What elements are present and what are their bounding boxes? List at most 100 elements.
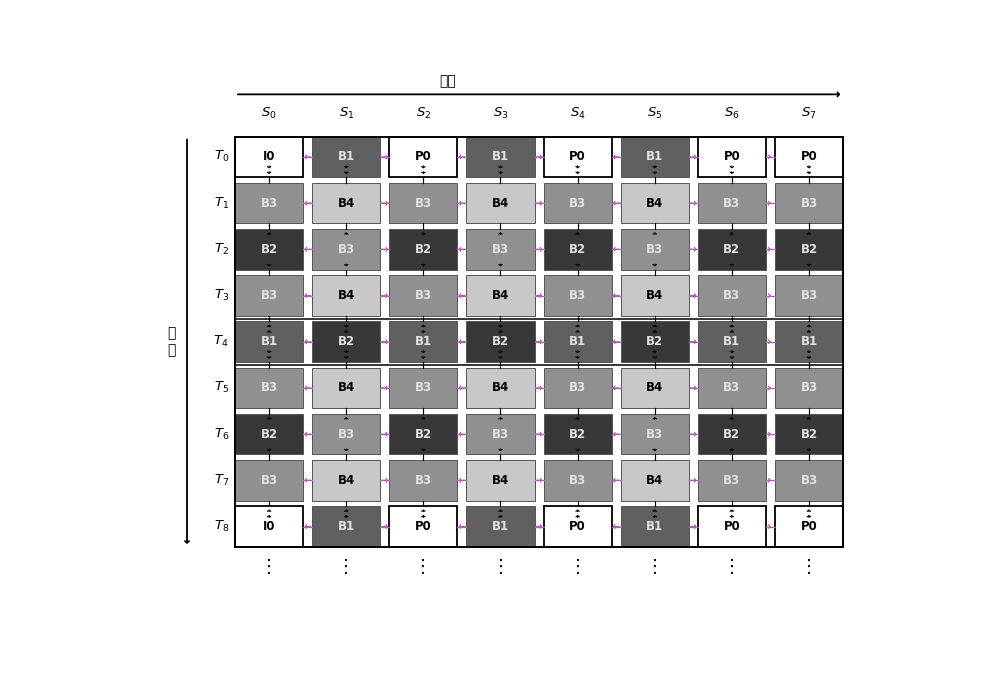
Bar: [621, 368, 689, 408]
Text: P0: P0: [415, 520, 432, 533]
Bar: [235, 460, 303, 500]
Text: B1: B1: [492, 150, 509, 164]
Text: B2: B2: [723, 243, 740, 256]
Bar: [466, 414, 535, 454]
Text: $S_{1}$: $S_{1}$: [339, 106, 354, 121]
Bar: [698, 368, 766, 408]
Text: $T_{2}$: $T_{2}$: [214, 241, 229, 257]
Bar: [312, 414, 380, 454]
Bar: [466, 229, 535, 270]
Text: B1: B1: [569, 335, 586, 348]
Bar: [312, 460, 380, 500]
Text: ⋮: ⋮: [800, 558, 818, 576]
Text: B1: B1: [800, 335, 818, 348]
Text: B3: B3: [569, 289, 586, 302]
Text: B3: B3: [569, 382, 586, 395]
Bar: [621, 183, 689, 224]
Bar: [698, 414, 766, 454]
Bar: [698, 183, 766, 224]
Text: B1: B1: [338, 520, 355, 533]
Bar: [389, 229, 457, 270]
Bar: [312, 229, 380, 270]
Text: $S_{4}$: $S_{4}$: [570, 106, 585, 121]
Text: B3: B3: [338, 428, 355, 441]
Bar: [235, 137, 843, 546]
Text: B2: B2: [723, 428, 740, 441]
Text: B3: B3: [800, 382, 818, 395]
Bar: [466, 460, 535, 500]
Text: P0: P0: [415, 150, 432, 164]
Text: $T_{1}$: $T_{1}$: [214, 195, 229, 210]
Text: B1: B1: [261, 335, 278, 348]
Bar: [389, 506, 457, 546]
Text: P0: P0: [569, 520, 586, 533]
Bar: [466, 275, 535, 316]
Bar: [775, 322, 843, 362]
Text: B3: B3: [723, 474, 740, 487]
Text: B3: B3: [800, 197, 818, 210]
Bar: [621, 275, 689, 316]
Text: B3: B3: [800, 289, 818, 302]
Text: B4: B4: [338, 474, 355, 487]
Text: ⋮: ⋮: [646, 558, 664, 576]
Bar: [698, 137, 766, 177]
Bar: [544, 183, 612, 224]
Text: B2: B2: [338, 335, 355, 348]
Bar: [235, 275, 303, 316]
Bar: [621, 229, 689, 270]
Text: B3: B3: [492, 243, 509, 256]
Bar: [389, 322, 457, 362]
Bar: [698, 322, 766, 362]
Bar: [544, 137, 612, 177]
Text: B2: B2: [261, 243, 278, 256]
Text: B3: B3: [261, 474, 278, 487]
Bar: [698, 229, 766, 270]
Bar: [312, 137, 380, 177]
Text: B2: B2: [646, 335, 663, 348]
Text: $S_{6}$: $S_{6}$: [724, 106, 740, 121]
Bar: [312, 275, 380, 316]
Text: B3: B3: [646, 243, 663, 256]
Bar: [235, 506, 303, 546]
Text: B2: B2: [415, 243, 432, 256]
Text: B3: B3: [415, 382, 432, 395]
Bar: [775, 183, 843, 224]
Text: B2: B2: [492, 335, 509, 348]
Bar: [544, 506, 612, 546]
Text: B3: B3: [415, 474, 432, 487]
Bar: [312, 322, 380, 362]
Bar: [775, 137, 843, 177]
Bar: [235, 414, 303, 454]
Bar: [235, 183, 303, 224]
Bar: [775, 460, 843, 500]
Bar: [466, 322, 535, 362]
Bar: [544, 322, 612, 362]
Text: ⋮: ⋮: [723, 558, 741, 576]
Text: $T_{5}$: $T_{5}$: [214, 380, 229, 395]
Text: B1: B1: [723, 335, 740, 348]
Text: $S_{5}$: $S_{5}$: [647, 106, 662, 121]
Text: B4: B4: [646, 382, 663, 395]
Bar: [312, 506, 380, 546]
Bar: [389, 183, 457, 224]
Text: B2: B2: [415, 428, 432, 441]
Bar: [698, 275, 766, 316]
Text: B3: B3: [261, 382, 278, 395]
Text: B3: B3: [723, 197, 740, 210]
Text: B3: B3: [723, 289, 740, 302]
Bar: [621, 322, 689, 362]
Text: ⋮: ⋮: [569, 558, 587, 576]
Bar: [544, 414, 612, 454]
Bar: [698, 460, 766, 500]
Text: I0: I0: [263, 520, 275, 533]
Text: $S_{0}$: $S_{0}$: [261, 106, 277, 121]
Bar: [389, 460, 457, 500]
Text: B1: B1: [338, 150, 355, 164]
Text: $T_{0}$: $T_{0}$: [214, 149, 229, 164]
Bar: [775, 275, 843, 316]
Bar: [235, 137, 303, 177]
Text: ⋮: ⋮: [337, 558, 355, 576]
Text: B3: B3: [800, 474, 818, 487]
Bar: [235, 322, 303, 362]
Bar: [775, 368, 843, 408]
